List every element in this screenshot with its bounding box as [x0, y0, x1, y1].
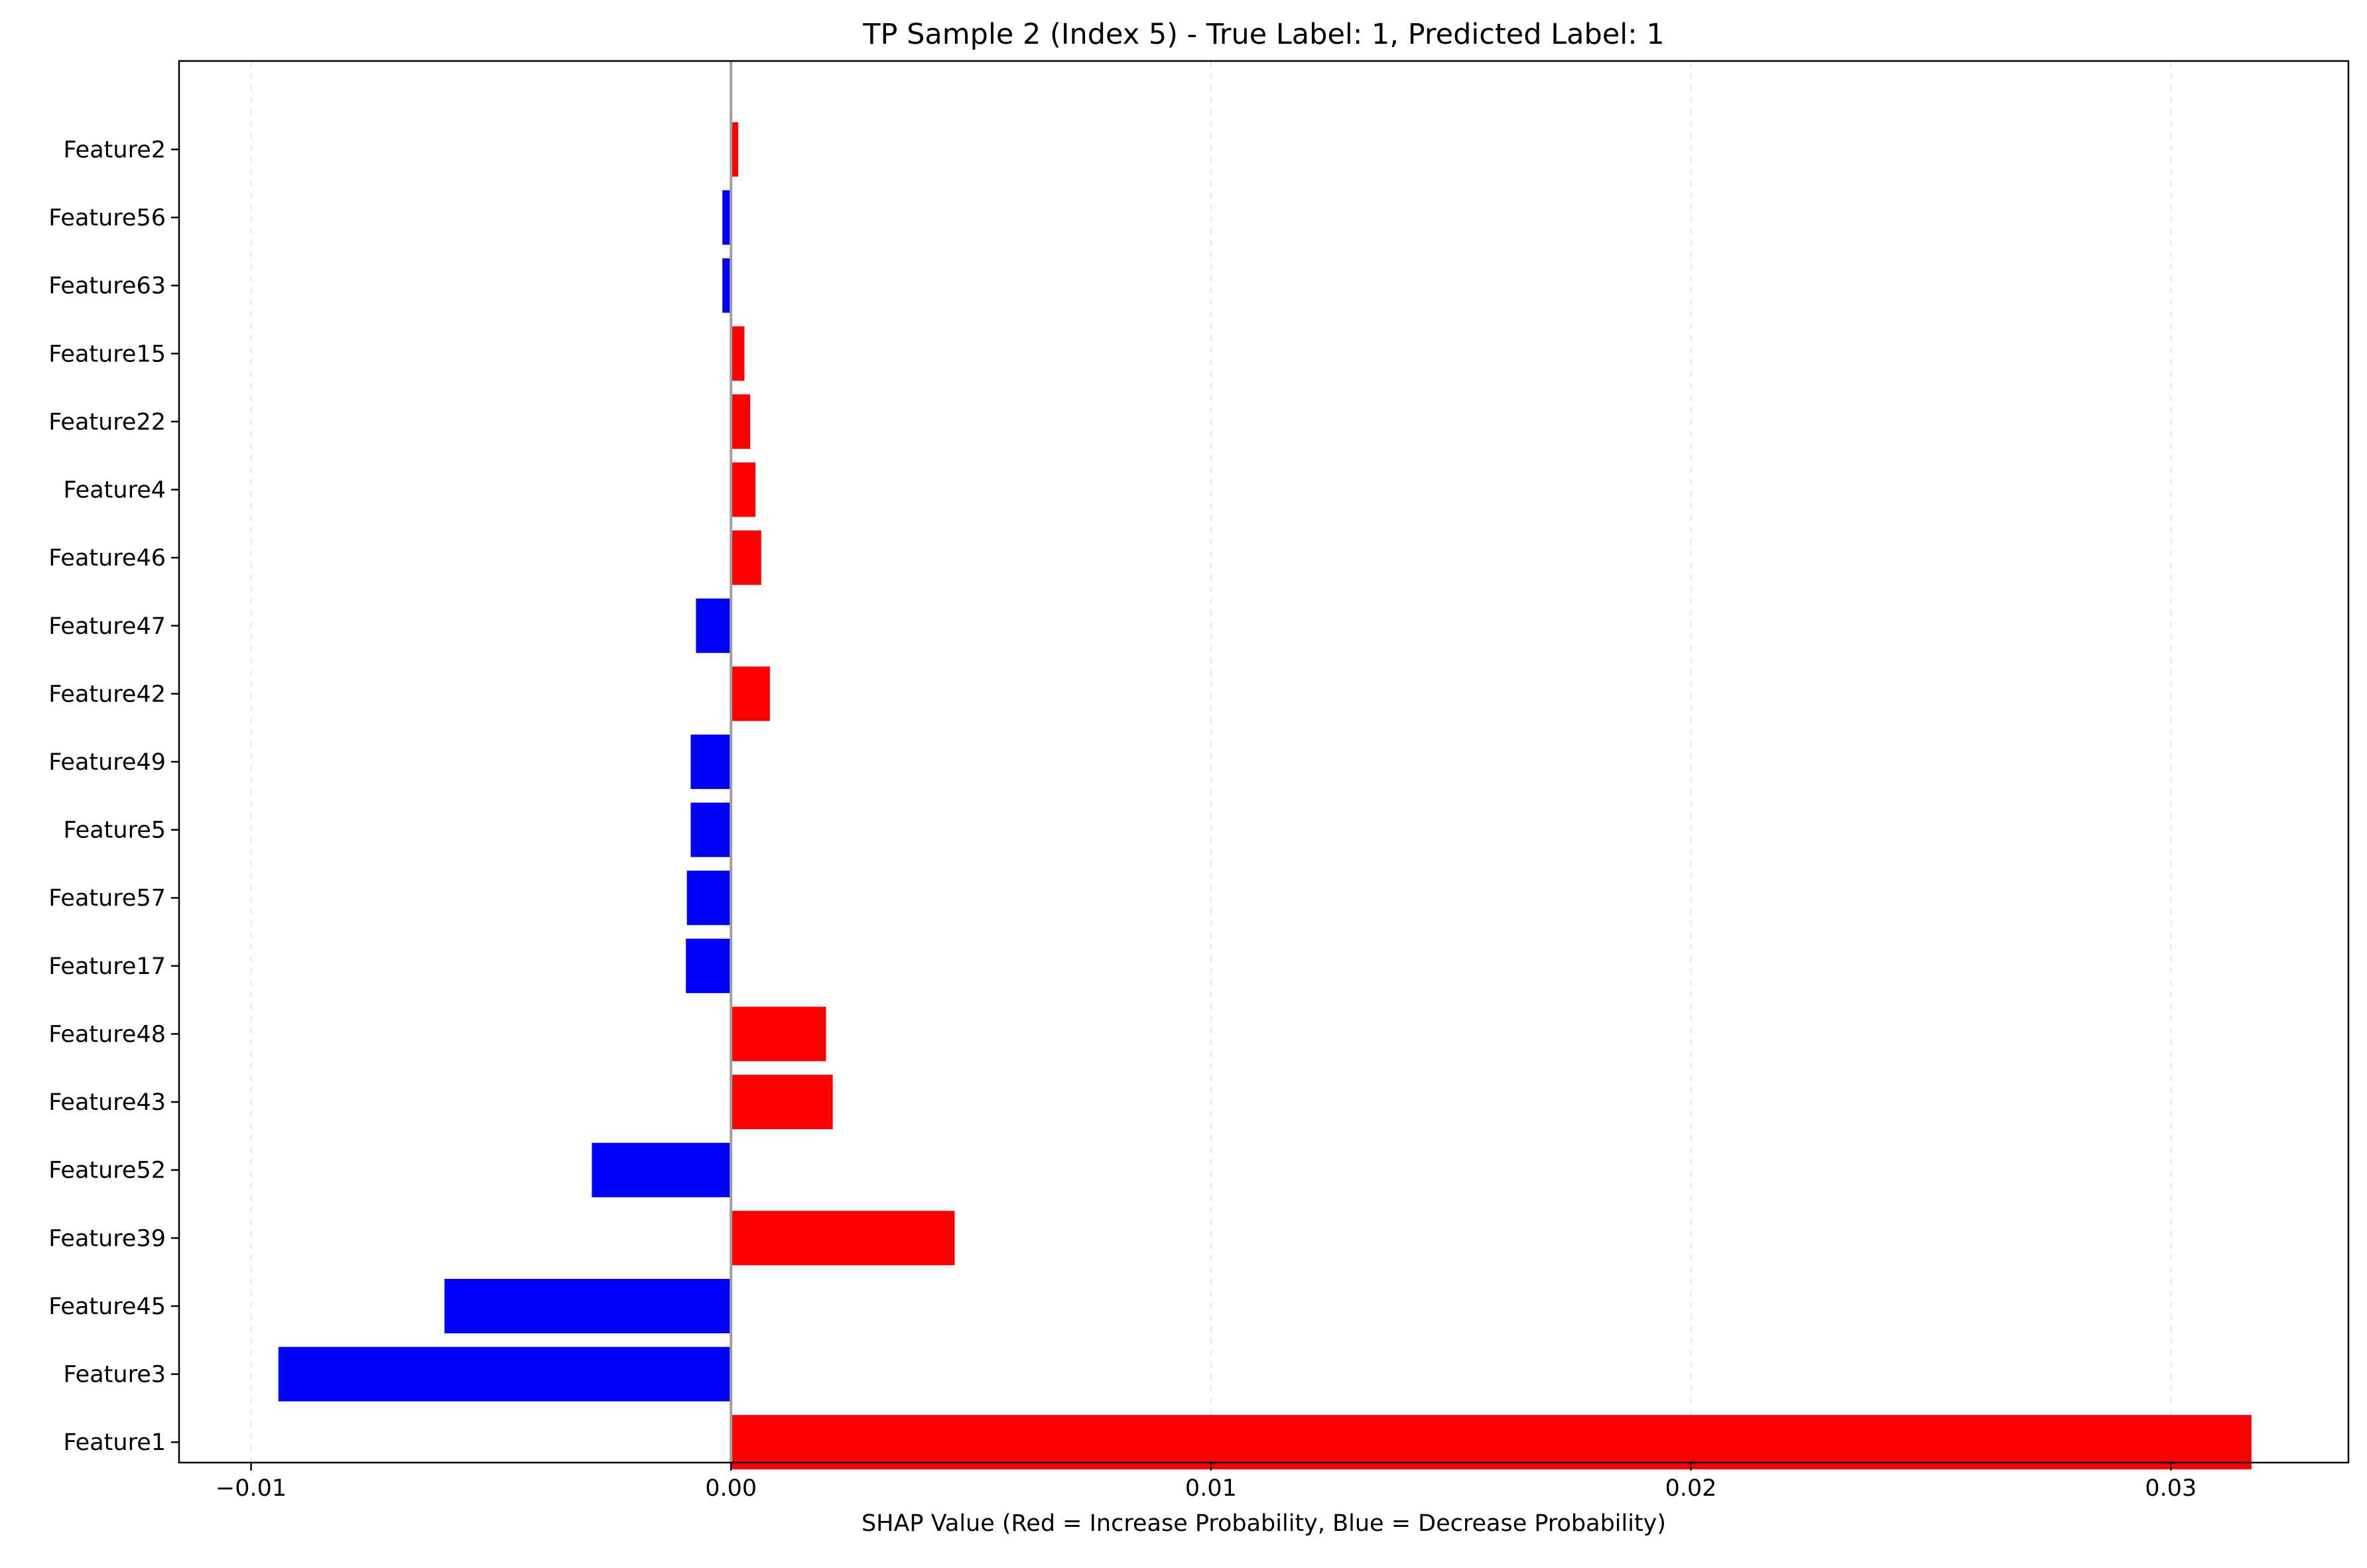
y-tick-label: Feature15 [48, 341, 166, 367]
x-tick-label: 0.03 [2145, 1475, 2197, 1502]
y-tick-label: Feature49 [48, 749, 166, 776]
bar-feature17 [686, 938, 732, 993]
chart-title: TP Sample 2 (Index 5) - True Label: 1, P… [862, 18, 1665, 51]
bars [278, 122, 2252, 1470]
x-tick-label: 0.01 [1185, 1475, 1237, 1502]
y-tick-label: Feature22 [48, 409, 166, 436]
bar-feature3 [278, 1347, 732, 1402]
y-tick-label: Feature46 [48, 545, 166, 572]
y-tick-label: Feature52 [48, 1158, 166, 1184]
y-tick-label: Feature2 [63, 137, 166, 163]
bar-feature39 [731, 1211, 955, 1266]
y-tick-label: Feature56 [48, 205, 166, 231]
y-tick-label: Feature57 [48, 885, 166, 912]
y-tick-label: Feature47 [48, 613, 166, 640]
x-axis-label: SHAP Value (Red = Increase Probability, … [862, 1510, 1666, 1537]
bar-feature45 [444, 1278, 732, 1334]
y-tick-label: Feature5 [63, 817, 166, 844]
y-tick-label: Feature42 [48, 681, 166, 707]
bar-feature49 [690, 734, 732, 790]
bar-feature4 [731, 462, 756, 517]
bar-feature43 [731, 1075, 833, 1130]
bar-feature48 [731, 1006, 826, 1061]
bar-feature47 [696, 598, 732, 653]
bar-feature63 [722, 258, 732, 313]
bar-feature42 [731, 666, 770, 721]
bar-feature1 [731, 1415, 2252, 1470]
plot-frame [178, 60, 2350, 1464]
x-tick-label: −0.01 [216, 1475, 287, 1502]
x-axis-ticks: −0.01 0.00 0.01 0.02 0.03 [216, 1463, 2197, 1502]
bar-feature56 [722, 190, 732, 245]
x-tick-label: 0.00 [705, 1475, 757, 1502]
y-tick-label: Feature43 [48, 1089, 166, 1116]
bar-feature5 [690, 802, 732, 857]
y-tick-label: Feature4 [63, 477, 166, 504]
bar-feature52 [592, 1142, 732, 1197]
bar-feature46 [731, 530, 761, 585]
bar-feature15 [731, 326, 745, 381]
x-tick-label: 0.02 [1665, 1475, 1717, 1502]
y-tick-label: Feature48 [48, 1021, 166, 1048]
y-tick-label: Feature17 [48, 953, 166, 980]
gridlines [250, 61, 2172, 1463]
y-tick-label: Feature39 [48, 1225, 166, 1252]
y-tick-label: Feature45 [48, 1294, 166, 1320]
y-axis-ticks: Feature2 Feature56 Feature63 Feature15 Featu… [48, 137, 179, 1456]
bar-feature22 [731, 394, 751, 449]
y-tick-label: Feature63 [48, 273, 166, 300]
bar-feature57 [686, 871, 732, 926]
bar-feature2 [731, 122, 739, 177]
y-tick-label: Feature3 [63, 1362, 166, 1388]
y-tick-label: Feature1 [63, 1429, 166, 1456]
